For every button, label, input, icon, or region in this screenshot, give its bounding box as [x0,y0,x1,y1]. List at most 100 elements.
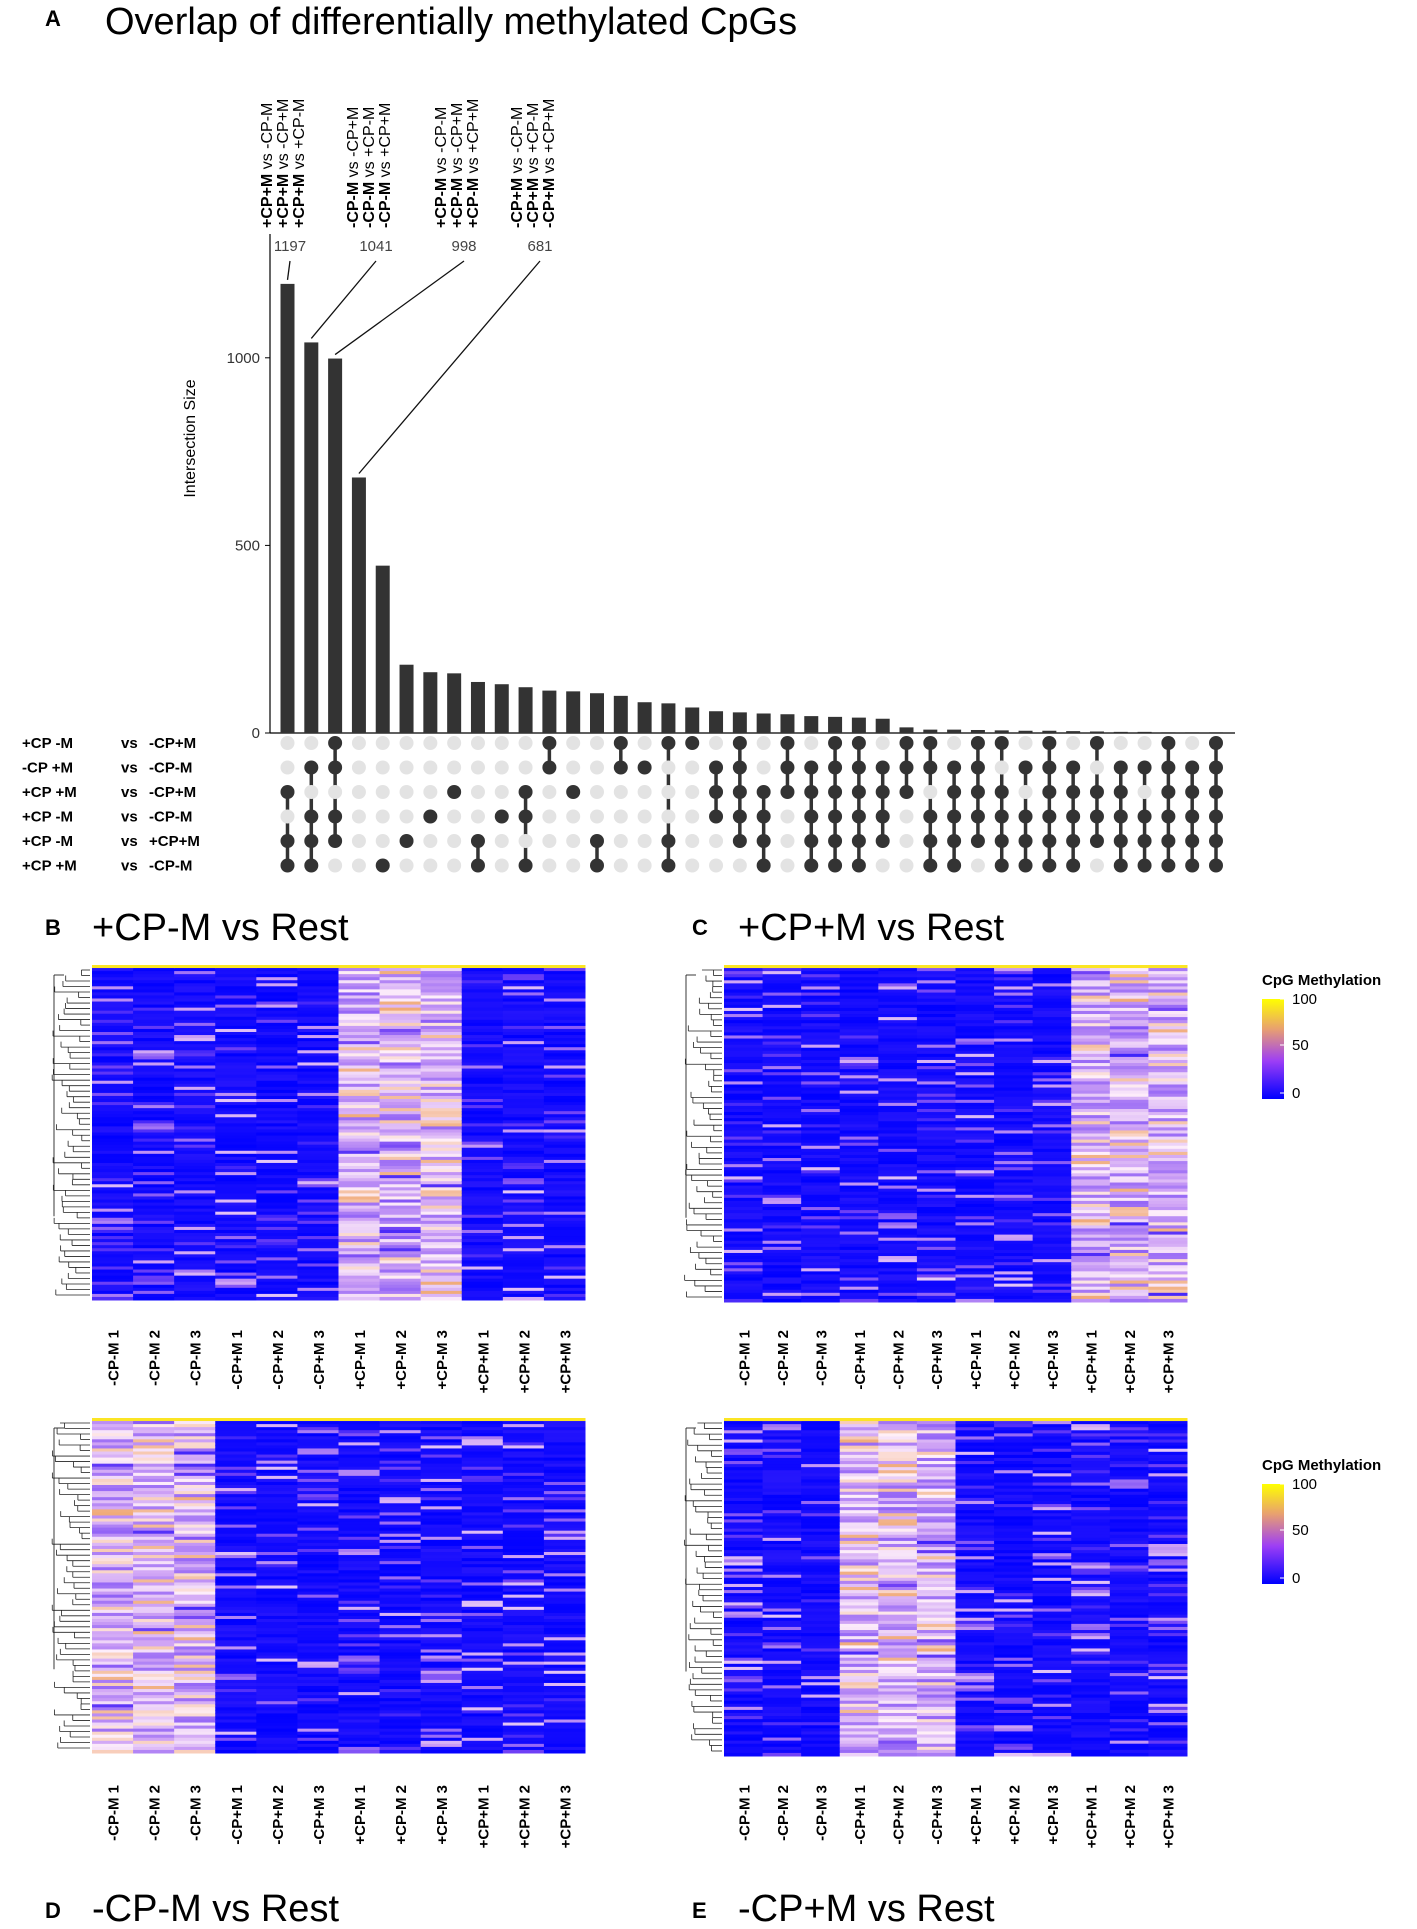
heatmap-cell [543,1679,586,1684]
heatmap-cell [92,1102,134,1106]
heatmap-cell [502,1047,545,1051]
heatmap-cell [543,1074,586,1079]
matrix-dot-filled [1185,858,1200,873]
heatmap-cell [133,986,175,990]
matrix-dot-filled [1161,834,1176,848]
matrix-dot-filled [851,809,866,824]
heatmap-cell [174,1485,216,1489]
heatmap-cell [92,1111,134,1115]
heatmap-cell [502,1028,545,1033]
heatmap-cell [801,1194,841,1199]
heatmap-cell [461,1472,504,1477]
heatmap-cell [297,1217,339,1222]
heatmap-cell [297,1269,339,1274]
heatmap-cell [420,1609,463,1614]
heatmap-cell [174,1664,216,1669]
heatmap-cell [133,1682,175,1687]
heatmap-cell [92,1661,134,1666]
heatmap-cell [878,1099,918,1104]
heatmap-cell [256,1269,298,1274]
heatmap-cell [92,1497,134,1501]
heatmap-cell [215,1485,257,1489]
callout-label-bold: -CP+M [525,178,542,228]
heatmap-cell [543,1457,586,1462]
heatmap-cell [543,1591,586,1596]
heatmap-cell [174,1695,216,1699]
heatmap-cell [174,1497,216,1501]
heatmap-cell [1109,1130,1149,1134]
heatmap-cell [297,1117,339,1121]
heatmap-cell [420,1199,463,1204]
matrix-dot-empty [304,736,319,750]
heatmap-cell [92,1114,134,1118]
heatmap-cell [543,1278,586,1283]
heatmap-cell [133,1287,175,1292]
heatmap-cell [297,1028,339,1033]
heatmap-cell [297,1196,339,1200]
heatmap-cell [916,1286,956,1291]
heatmap-cell [256,986,298,990]
heatmap-cell [724,1010,764,1015]
matrix-dot-empty [637,809,652,824]
matrix-dot-empty [685,809,700,824]
heatmap-cell [1032,1176,1072,1180]
heatmap-cell [338,1552,381,1556]
heatmap-cell [1109,1032,1149,1036]
heatmap-cell [133,1196,175,1200]
heatmap-cell [174,1445,216,1449]
heatmap-cell [379,1521,422,1526]
heatmap-cell [955,968,995,972]
heatmap-cell [1071,974,1111,978]
heatmap-cell [133,1503,175,1507]
heatmap-cell [133,968,175,972]
heatmap-cell [955,1130,995,1134]
heatmap-cell [461,1619,504,1623]
heatmap-cell [215,1713,257,1717]
heatmap-cell [174,1047,216,1051]
matrix-dot-empty [1089,760,1104,775]
heatmap-cell [801,1231,841,1236]
heatmap-cell [379,1555,422,1559]
heatmap-cell [1032,1200,1072,1205]
heatmap-cell [338,1427,381,1431]
heatmap-cell [994,1243,1034,1248]
heatmap-cell [502,1573,545,1577]
heatmap-column-label: +CP+M 3 [557,1785,574,1848]
heatmap-cell [174,1731,216,1736]
heatmap-cell [994,1001,1034,1006]
heatmap-cell [420,1448,463,1452]
heatmap-cell [878,1185,918,1190]
heatmap-cell [256,1466,298,1471]
heatmap-cell [297,1099,339,1103]
heatmap-cell [297,1524,339,1529]
heatmap-cell [420,1205,463,1210]
heatmap-cell [461,1451,504,1456]
heatmap-cell [379,1515,422,1519]
heatmap-cell [839,1056,879,1061]
heatmap-cell [461,1275,504,1280]
heatmap-cell [1148,1268,1188,1272]
heatmap-cell [461,1475,504,1480]
heatmap-cell [461,1682,504,1687]
heatmap-cell [502,1743,545,1748]
heatmap-cell [1109,1059,1149,1064]
heatmap-cell [724,995,764,1000]
heatmap-cell [420,1485,463,1489]
heatmap-cell [256,1679,298,1684]
heatmap-cell [379,1120,422,1124]
heatmap-cell [379,1619,422,1623]
heatmap-cell [133,989,175,993]
heatmap-cell [461,1512,504,1516]
matrix-dot-filled [542,736,557,750]
heatmap-cell [461,1293,504,1298]
heatmap-cell [724,1026,764,1030]
heatmap-cell [256,1561,298,1565]
heatmap-cell [801,1164,841,1168]
heatmap-cell [543,1692,586,1696]
heatmap-cell [174,1615,216,1620]
heatmap-cell [256,1053,298,1057]
heatmap-cell [379,974,422,978]
heatmap-cell [724,1154,764,1159]
heatmap-cell [256,1625,298,1629]
heatmap-cell [92,1597,134,1602]
